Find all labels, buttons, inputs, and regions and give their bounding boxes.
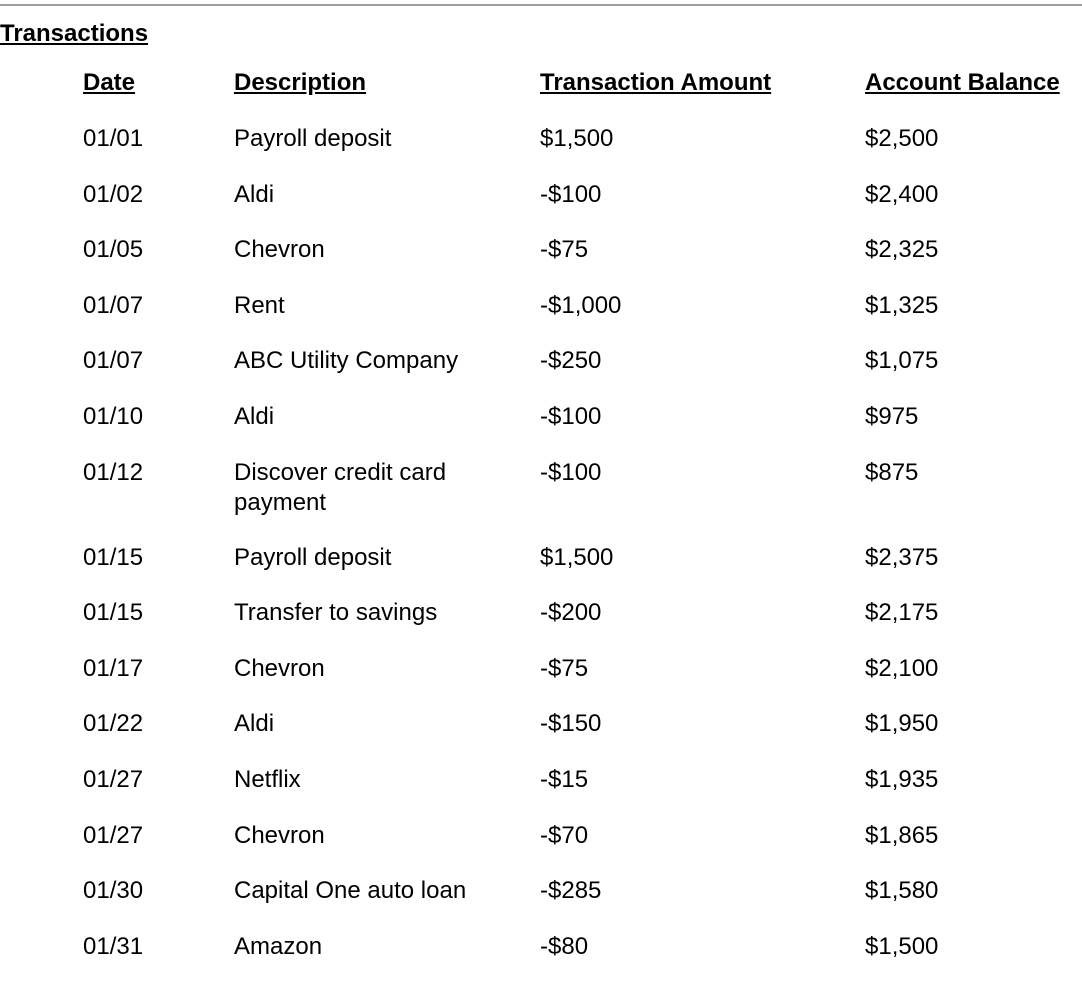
amount-cell: -$250 [540,347,602,375]
description-cell: Capital One auto loan [234,877,467,905]
amount-cell: -$1,000 [540,291,622,319]
column-header-transaction-amount: Transaction Amount [540,69,772,96]
amount-cell: -$285 [540,877,602,905]
date-cell: 01/05 [83,236,144,264]
date-cell: 01/10 [83,402,144,430]
amount-cell: -$100 [540,180,602,208]
date-cell: 01/17 [83,654,144,682]
description-cell: Rent [234,291,285,319]
description-cell: ABC Utility Company [234,347,459,375]
column-header-date: Date [83,69,136,96]
table-row: 01/07 ABC Utility Company -$250 $1,075 [83,346,1082,402]
balance-cell: $1,580 [865,877,939,905]
table-row: 01/30 Capital One auto loan -$285 $1,580 [83,876,1082,932]
date-cell: 01/15 [83,599,144,627]
table-row: 01/22 Aldi -$150 $1,950 [83,709,1082,765]
table-row: 01/02 Aldi -$100 $2,400 [83,180,1082,236]
description-cell: Chevron [234,821,325,849]
amount-cell: -$200 [540,599,602,627]
amount-cell: -$80 [540,932,589,960]
balance-cell: $2,325 [865,236,939,264]
table-row: 01/17 Chevron -$75 $2,100 [83,654,1082,710]
description-cell: Discover credit card payment [234,458,447,516]
column-header-description: Description [234,69,367,96]
description-cell: Aldi [234,180,275,208]
balance-cell: $975 [865,402,919,430]
balance-cell: $875 [865,458,919,486]
page-title: Transactions [0,20,149,47]
balance-cell: $2,500 [865,125,939,152]
balance-cell: $1,950 [865,710,939,738]
date-cell: 01/27 [83,765,144,793]
description-cell: Aldi [234,710,275,738]
table-row: 01/05 Chevron -$75 $2,325 [83,235,1082,291]
table-row: 01/12 Discover credit card payment -$100… [83,458,1082,543]
column-header-account-balance: Account Balance [865,69,1060,96]
date-cell: 01/27 [83,821,144,849]
description-cell: Payroll deposit [234,125,392,152]
balance-cell: $1,865 [865,821,939,849]
table-row: 01/15 Transfer to savings -$200 $2,175 [83,598,1082,654]
date-cell: 01/02 [83,180,144,208]
amount-cell: $1,500 [540,543,614,571]
date-cell: 01/07 [83,291,144,319]
table-row: 01/15 Payroll deposit $1,500 $2,375 [83,543,1082,599]
date-cell: 01/12 [83,458,144,486]
table-row: 01/27 Netflix -$15 $1,935 [83,765,1082,821]
description-cell: Netflix [234,765,301,793]
date-cell: 01/31 [83,932,144,960]
table-row: 01/27 Chevron -$70 $1,865 [83,821,1082,877]
top-divider [0,4,1082,6]
balance-cell: $1,935 [865,765,939,793]
amount-cell: -$70 [540,821,589,849]
table-header-row: Date Description Transaction Amount Acco… [83,68,1082,124]
balance-cell: $2,375 [865,543,939,571]
amount-cell: -$75 [540,236,589,264]
date-cell: 01/22 [83,710,144,738]
description-cell: Transfer to savings [234,599,438,627]
date-cell: 01/15 [83,543,144,571]
balance-cell: $1,500 [865,932,939,960]
table-row: 01/10 Aldi -$100 $975 [83,402,1082,458]
amount-cell: -$15 [540,765,589,793]
amount-cell: -$75 [540,654,589,682]
table-row: 01/31 Amazon -$80 $1,500 [83,932,1082,988]
balance-cell: $1,325 [865,291,939,319]
description-cell: Payroll deposit [234,543,392,571]
amount-cell: -$150 [540,710,602,738]
description-cell: Aldi [234,402,275,430]
description-cell: Chevron [234,236,325,264]
table-row: 01/07 Rent -$1,000 $1,325 [83,291,1082,347]
description-cell: Chevron [234,654,325,682]
amount-cell: -$100 [540,402,602,430]
description-cell: Amazon [234,932,323,960]
amount-cell: -$100 [540,458,602,486]
date-cell: 01/01 [83,125,144,152]
balance-cell: $2,100 [865,654,939,682]
amount-cell: $1,500 [540,125,614,152]
transactions-table: Date Description Transaction Amount Acco… [83,68,1082,987]
balance-cell: $2,400 [865,180,939,208]
balance-cell: $1,075 [865,347,939,375]
balance-cell: $2,175 [865,599,939,627]
table-row: 01/01 Payroll deposit $1,500 $2,500 [83,124,1082,180]
date-cell: 01/30 [83,877,144,905]
date-cell: 01/07 [83,347,144,375]
